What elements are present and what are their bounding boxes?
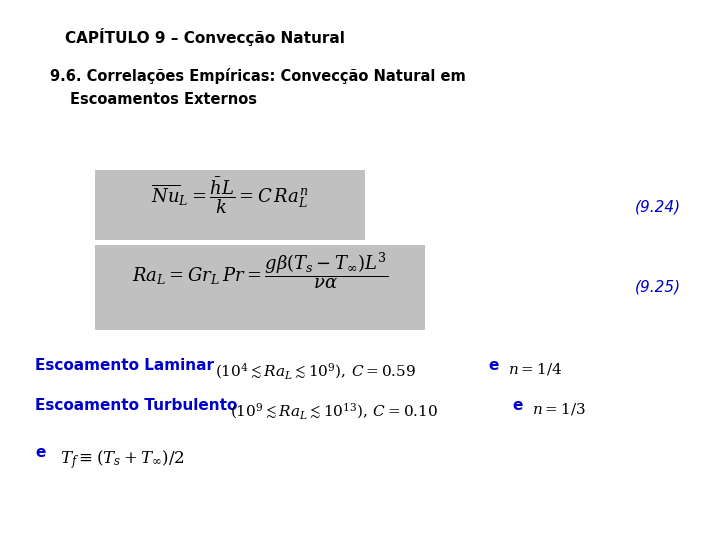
Text: e: e xyxy=(488,358,498,373)
Text: Escoamentos Externos: Escoamentos Externos xyxy=(70,92,257,107)
Text: (9.24): (9.24) xyxy=(635,200,681,215)
Text: $(10^4 \lesssim Ra_L \lesssim 10^9),\, C = 0.59$: $(10^4 \lesssim Ra_L \lesssim 10^9),\, C… xyxy=(215,361,415,381)
Text: e: e xyxy=(512,398,523,413)
Text: $\overline{Nu}_L = \dfrac{\bar{h}L}{k} = C\,Ra_L^n$: $\overline{Nu}_L = \dfrac{\bar{h}L}{k} =… xyxy=(151,175,309,216)
Text: CAPÍTULO 9 – Convecção Natural: CAPÍTULO 9 – Convecção Natural xyxy=(65,28,345,46)
Text: $n = 1/4$: $n = 1/4$ xyxy=(508,361,562,377)
Bar xyxy=(95,245,425,330)
Text: e: e xyxy=(35,445,45,460)
Text: $T_f \equiv (T_s + T_\infty)/2$: $T_f \equiv (T_s + T_\infty)/2$ xyxy=(60,448,184,471)
Text: Escoamento Laminar: Escoamento Laminar xyxy=(35,358,214,373)
Text: (9.25): (9.25) xyxy=(635,280,681,295)
Text: $n = 1/3$: $n = 1/3$ xyxy=(532,401,586,417)
Text: $Ra_L = Gr_L\,Pr = \dfrac{g\beta(T_s - T_\infty)L^3}{\nu\alpha}$: $Ra_L = Gr_L\,Pr = \dfrac{g\beta(T_s - T… xyxy=(132,250,388,291)
Text: $(10^9 \lesssim Ra_L \lesssim 10^{13}),\, C = 0.10$: $(10^9 \lesssim Ra_L \lesssim 10^{13}),\… xyxy=(230,401,438,421)
Text: Escoamento Turbulento: Escoamento Turbulento xyxy=(35,398,238,413)
Bar xyxy=(95,170,365,240)
Text: 9.6. Correlações Empíricas: Convecção Natural em: 9.6. Correlações Empíricas: Convecção Na… xyxy=(50,68,466,84)
